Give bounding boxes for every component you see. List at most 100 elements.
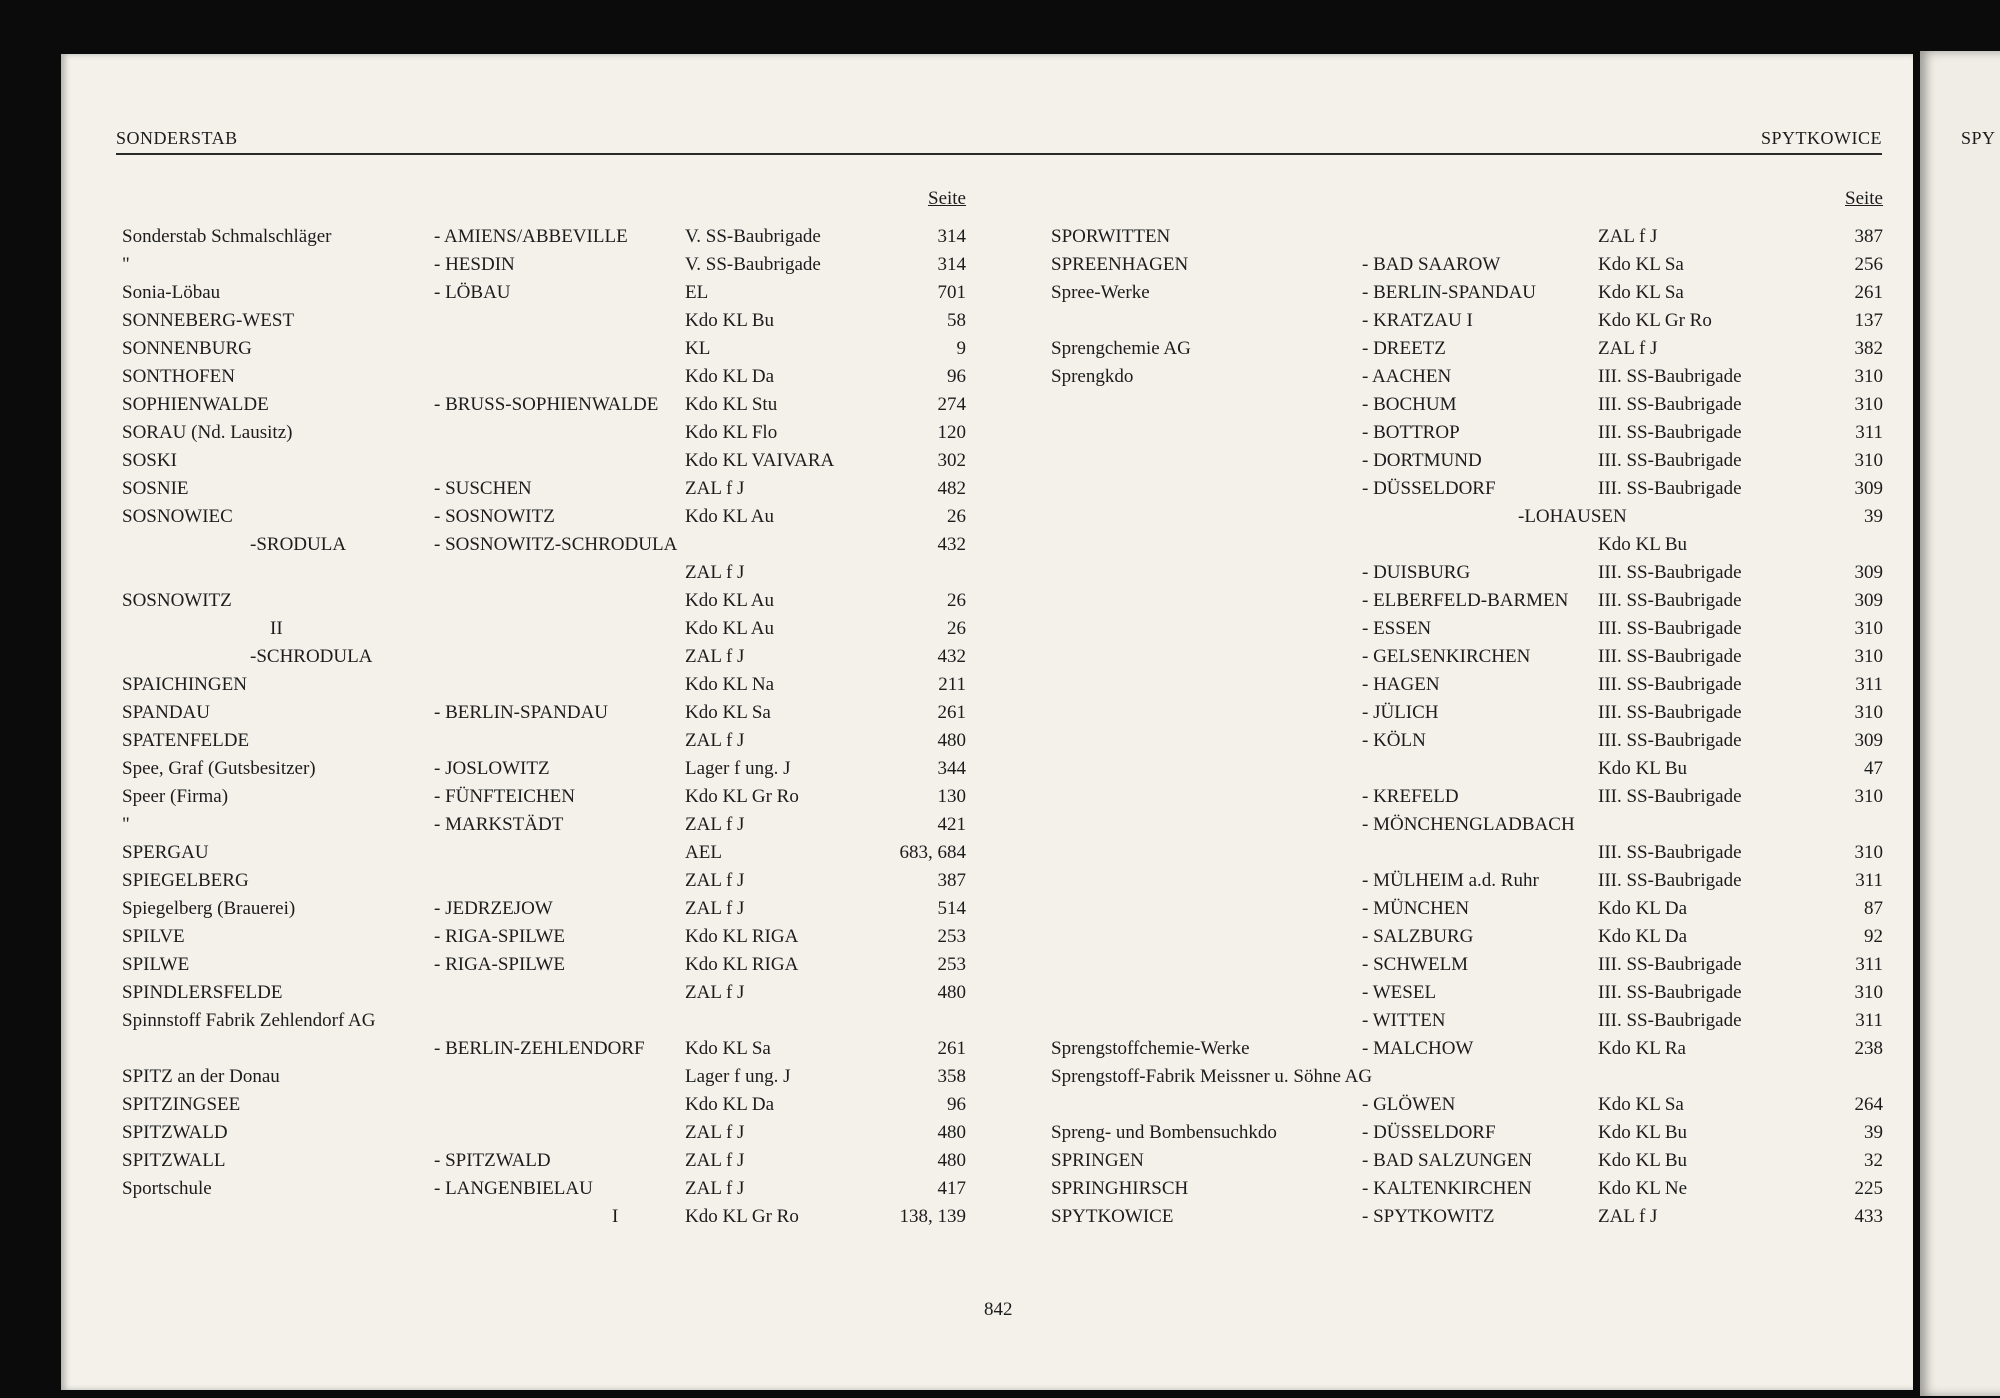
seite-label: Seite (1845, 188, 1883, 209)
entry-type: Kdo KL Ra (1598, 1038, 1686, 1059)
entry-type: AEL (685, 842, 722, 863)
entry-place: - WESEL (1362, 982, 1437, 1003)
entry-type: Kdo KL Sa (1598, 254, 1684, 275)
entry-page: 261 (937, 702, 967, 723)
entry-type: Kdo KL RIGA (685, 926, 799, 947)
entry-type: ZAL f J (685, 478, 745, 499)
entry-page: 314 (937, 254, 967, 275)
entry-place: - ESSEN (1362, 618, 1432, 639)
entry-place: - DUISBURG (1362, 562, 1471, 583)
entry-name: Speer (Firma) (122, 786, 229, 807)
entry-type: Kdo KL Bu (1598, 1122, 1688, 1143)
entry-name: SPREENHAGEN (1051, 254, 1189, 275)
entry-place: -LOHAUSEN (1518, 506, 1627, 527)
entry-name: -SCHRODULA (250, 646, 373, 667)
entry-page: 302 (937, 450, 967, 471)
entry-page: 480 (937, 1122, 967, 1143)
entry-type: Lager f ung. J (685, 1066, 791, 1087)
entry-page: 382 (1854, 338, 1884, 359)
entry-type: Kdo KL Bu (685, 310, 775, 331)
entry-place: - RIGA-SPILWE (434, 954, 566, 975)
entry-place: - BERLIN-SPANDAU (434, 702, 609, 723)
entry-page: 344 (937, 758, 967, 779)
entry-page: 310 (1854, 618, 1884, 639)
entry-page: 32 (1864, 1150, 1883, 1171)
entry-page: 92 (1864, 926, 1883, 947)
entry-page: 432 (937, 646, 967, 667)
next-page-header: SPY (1961, 128, 1996, 148)
entry-name: SOSNIE (122, 478, 189, 499)
entry-name: SPITZWALD (122, 1122, 228, 1143)
entry-page: 225 (1854, 1178, 1884, 1199)
entry-page: 58 (947, 310, 966, 331)
entry-page: 358 (937, 1066, 967, 1087)
entry-place: - MALCHOW (1362, 1038, 1474, 1059)
entry-type: Kdo KL Stu (685, 394, 778, 415)
entry-page: 480 (937, 1150, 967, 1171)
entry-page: 480 (937, 730, 967, 751)
entry-name: -SRODULA (250, 534, 347, 555)
entry-type: III. SS-Baubrigade (1598, 618, 1742, 639)
entry-name: Sprengstoffchemie-Werke (1051, 1038, 1250, 1059)
entry-type: III. SS-Baubrigade (1598, 478, 1742, 499)
entry-page: 309 (1854, 730, 1884, 751)
entry-type: Kdo KL Da (1598, 926, 1687, 947)
entry-place: - LANGENBIELAU (434, 1178, 593, 1199)
right-page-edge (1920, 51, 2000, 1396)
entry-page: 310 (1854, 450, 1884, 471)
entry-type: Kdo KL Bu (1598, 758, 1688, 779)
entry-type: III. SS-Baubrigade (1598, 954, 1742, 975)
entry-type: III. SS-Baubrigade (1598, 730, 1742, 751)
entry-place: - DÜSSELDORF (1362, 478, 1496, 499)
entry-page: 310 (1854, 842, 1884, 863)
entry-page: 701 (937, 282, 967, 303)
entry-type: Kdo KL Na (685, 674, 774, 695)
entry-place: - MÖNCHENGLADBACH (1362, 814, 1575, 835)
entry-page: 482 (937, 478, 967, 499)
entry-type: Kdo KL Sa (685, 1038, 771, 1059)
entry-name: " (122, 254, 130, 275)
entry-page: 120 (937, 422, 967, 443)
entry-page: 138, 139 (899, 1206, 967, 1227)
entry-page: 310 (1854, 982, 1884, 1003)
entry-type: KL (685, 338, 711, 359)
entry-place: - SPYTKOWITZ (1362, 1206, 1495, 1227)
entry-type: Kdo KL Da (685, 366, 774, 387)
entry-type: III. SS-Baubrigade (1598, 870, 1742, 891)
entry-place: - SUSCHEN (434, 478, 532, 499)
entry-type: III. SS-Baubrigade (1598, 842, 1742, 863)
entry-type: III. SS-Baubrigade (1598, 674, 1742, 695)
entry-name: SPORWITTEN (1051, 226, 1171, 247)
entry-page: 310 (1854, 702, 1884, 723)
entry-page: 311 (1855, 674, 1883, 695)
entry-place: - JOSLOWITZ (434, 758, 550, 779)
entry-name: SORAU (Nd. Lausitz) (122, 422, 293, 443)
entry-place: - DREETZ (1362, 338, 1446, 359)
entry-type: EL (685, 282, 709, 303)
entry-page: 253 (937, 954, 967, 975)
header-right: SPYTKOWICE (1761, 128, 1882, 148)
entry-type: V. SS-Baubrigade (685, 254, 821, 275)
entry-type: Kdo KL Sa (685, 702, 771, 723)
entry-type: III. SS-Baubrigade (1598, 786, 1742, 807)
entry-place: - BRUSS-SOPHIENWALDE (434, 394, 659, 415)
entry-page: 310 (1854, 786, 1884, 807)
entry-place: - AMIENS/ABBEVILLE (434, 226, 628, 247)
entry-name: Spreng- und Bombensuchkdo (1051, 1122, 1277, 1143)
entry-page: 309 (1854, 562, 1884, 583)
entry-place: - KREFELD (1362, 786, 1459, 807)
entry-place: - SOSNOWITZ-SCHRODULA (434, 534, 678, 555)
entry-type: III. SS-Baubrigade (1598, 422, 1742, 443)
entry-place: - BOTTROP (1362, 422, 1460, 443)
entry-page: 421 (937, 814, 967, 835)
entry-type: ZAL f J (685, 1178, 745, 1199)
entry-place: - JÜLICH (1362, 702, 1439, 723)
entry-type: ZAL f J (685, 562, 745, 583)
entry-page: 387 (1854, 226, 1884, 247)
entry-type: ZAL f J (1598, 226, 1658, 247)
entry-type: ZAL f J (1598, 1206, 1658, 1227)
entry-name: Sprengchemie AG (1051, 338, 1191, 359)
entry-type: III. SS-Baubrigade (1598, 366, 1742, 387)
entry-type: Kdo KL Da (685, 1094, 774, 1115)
entry-place: - SCHWELM (1362, 954, 1469, 975)
